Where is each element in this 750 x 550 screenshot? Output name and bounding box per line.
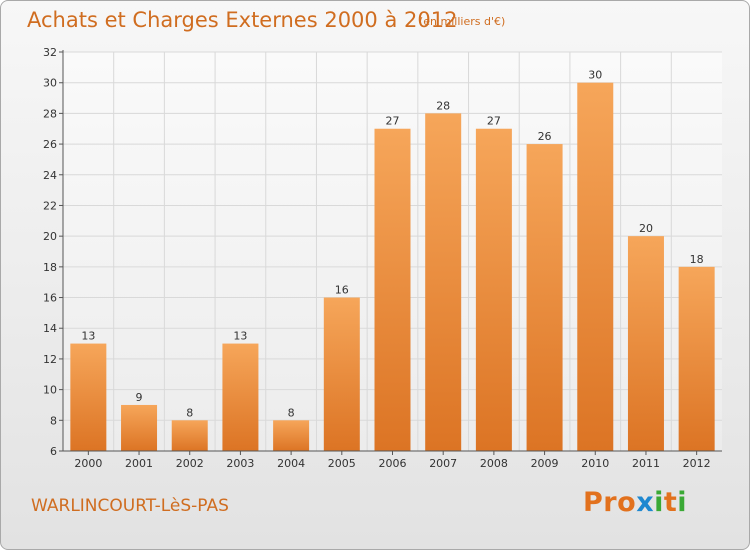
bar	[627, 236, 664, 451]
logo-letter: t	[663, 487, 678, 518]
data-label: 16	[335, 284, 349, 297]
x-tick-label: 2001	[125, 457, 153, 470]
labels: 13 9 8 13 8 16 27 28 27 26 30 20 18	[81, 69, 703, 420]
chart-title: Achats et Charges Externes 2000 à 2012	[27, 8, 458, 32]
y-tick-label: 22	[43, 199, 57, 212]
data-label: 9	[136, 391, 143, 404]
bar	[577, 82, 614, 451]
y-tick-label: 6	[50, 445, 57, 458]
logo-letter: x	[636, 487, 655, 518]
x-tick-label: 2009	[531, 457, 559, 470]
x-tick-label: 2002	[176, 457, 204, 470]
x-tick-label: 2005	[328, 457, 356, 470]
y-tick-label: 8	[50, 414, 57, 427]
bar	[70, 343, 107, 451]
x-tick-label: 2006	[379, 457, 407, 470]
y-tick-label: 20	[43, 230, 57, 243]
data-label: 27	[386, 115, 400, 128]
data-label: 26	[538, 130, 552, 143]
y-tick-label: 16	[43, 292, 57, 305]
bars	[70, 82, 715, 452]
axes: 6 8 10 12 14 16 18 20 22 24 26 28 30 32 2000 2001 2002 20…	[43, 46, 722, 470]
data-label: 18	[690, 253, 704, 266]
bar	[475, 128, 512, 451]
place-name: WARLINCOURT-LèS-PAS	[31, 496, 229, 516]
data-label: 20	[639, 222, 653, 235]
x-tick-label: 2007	[429, 457, 457, 470]
data-label: 13	[233, 330, 247, 343]
bar	[121, 404, 158, 451]
y-tick-label: 30	[43, 77, 57, 90]
bar	[526, 144, 563, 452]
y-tick-label: 18	[43, 261, 57, 274]
y-tick-label: 14	[43, 322, 57, 335]
x-tick-label: 2010	[581, 457, 609, 470]
x-tick-label: 2012	[683, 457, 711, 470]
x-tick-label: 2004	[277, 457, 305, 470]
y-tick-label: 32	[43, 46, 57, 59]
y-tick-label: 26	[43, 138, 57, 151]
data-label: 13	[81, 330, 95, 343]
x-tick-label: 2008	[480, 457, 508, 470]
logo-letter: i	[677, 487, 688, 518]
logo-letter: r	[603, 487, 618, 518]
y-tick-label: 28	[43, 107, 57, 120]
logo-letter: P	[583, 487, 604, 518]
bar	[374, 128, 411, 451]
data-label: 28	[436, 99, 450, 112]
x-tick-label: 2000	[74, 457, 102, 470]
logo-letter: o	[617, 487, 637, 518]
x-tick-label: 2011	[632, 457, 660, 470]
bar	[171, 420, 208, 451]
data-label: 30	[588, 69, 602, 82]
bar	[222, 343, 259, 451]
data-label: 8	[186, 406, 193, 419]
logo-letter: i	[654, 487, 664, 518]
bar	[273, 420, 310, 451]
data-label: 8	[288, 406, 295, 419]
y-tick-label: 12	[43, 353, 57, 366]
x-tick-label: 2003	[226, 457, 254, 470]
chart-unit: (en milliers d'€)	[419, 15, 506, 28]
y-tick-label: 10	[43, 384, 57, 397]
bar	[678, 266, 715, 451]
bar	[425, 113, 462, 451]
bar	[323, 297, 360, 451]
y-tick-label: 24	[43, 169, 57, 182]
proxiti-logo[interactable]: Proxiti	[583, 487, 687, 518]
data-label: 27	[487, 115, 501, 128]
